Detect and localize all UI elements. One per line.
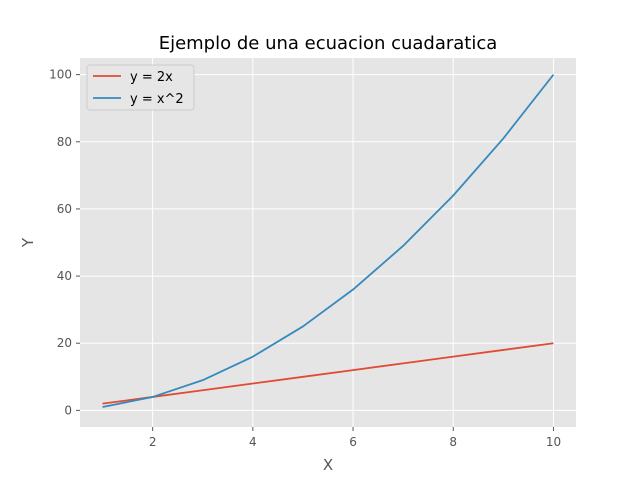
- grid: [80, 58, 576, 427]
- plot-area: [80, 58, 576, 427]
- y-tick-label: 40: [57, 269, 72, 283]
- x-tick-label: 4: [249, 435, 257, 449]
- chart-title: Ejemplo de una ecuacion cuadaratica: [159, 33, 498, 54]
- y-tick-label: 80: [57, 135, 72, 149]
- legend-label: y = 2x: [130, 70, 173, 85]
- x-axis-label: X: [323, 456, 333, 474]
- series-line: [102, 342, 554, 405]
- x-tick-label: 2: [149, 435, 157, 449]
- y-tick-label: 100: [49, 68, 72, 82]
- y-tick-label: 60: [57, 202, 72, 216]
- y-tick-label: 0: [64, 403, 72, 417]
- series-lines: [102, 74, 555, 408]
- y-axis-label: Y: [19, 237, 37, 248]
- x-tick-label: 8: [449, 435, 457, 449]
- legend-label: y = x^2: [130, 92, 184, 107]
- x-tick-label: 6: [349, 435, 357, 449]
- x-tick-label: 10: [546, 435, 561, 449]
- legend: y = 2x y = x^2: [86, 64, 195, 111]
- y-tick-label: 20: [57, 336, 72, 350]
- series-line: [102, 74, 555, 408]
